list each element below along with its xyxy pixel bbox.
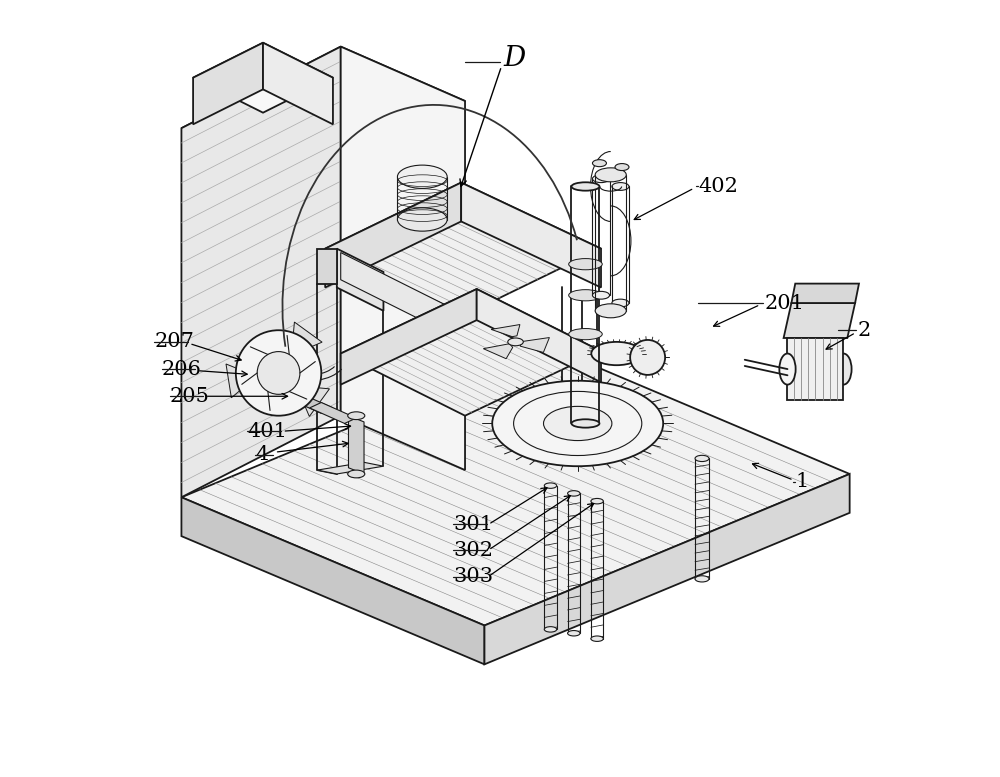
Polygon shape: [181, 346, 850, 625]
Text: 207: 207: [154, 333, 194, 351]
Ellipse shape: [571, 183, 599, 190]
Text: 1: 1: [795, 472, 809, 491]
Ellipse shape: [348, 412, 365, 420]
Polygon shape: [310, 402, 356, 423]
Polygon shape: [341, 253, 465, 342]
Ellipse shape: [492, 381, 663, 466]
Polygon shape: [247, 379, 310, 398]
Ellipse shape: [397, 207, 447, 231]
Text: 401: 401: [247, 422, 287, 441]
Ellipse shape: [544, 483, 557, 489]
Ellipse shape: [612, 299, 629, 307]
Ellipse shape: [569, 290, 602, 301]
Polygon shape: [491, 325, 520, 336]
Text: 402: 402: [698, 177, 738, 196]
Polygon shape: [791, 284, 859, 303]
Text: 201: 201: [764, 294, 804, 312]
Ellipse shape: [612, 183, 629, 190]
Ellipse shape: [595, 168, 626, 182]
Polygon shape: [325, 183, 461, 287]
Ellipse shape: [569, 259, 602, 270]
Polygon shape: [520, 337, 549, 353]
Polygon shape: [787, 338, 843, 400]
Polygon shape: [341, 289, 601, 416]
Polygon shape: [226, 364, 267, 398]
Polygon shape: [193, 43, 333, 113]
Ellipse shape: [348, 470, 365, 478]
Text: D: D: [504, 45, 526, 71]
Text: 302: 302: [453, 541, 493, 559]
Ellipse shape: [615, 164, 629, 170]
Ellipse shape: [592, 159, 606, 166]
Ellipse shape: [595, 304, 626, 318]
Polygon shape: [181, 47, 341, 497]
Polygon shape: [337, 249, 383, 311]
Ellipse shape: [592, 175, 610, 183]
Ellipse shape: [544, 406, 612, 441]
Ellipse shape: [591, 342, 642, 365]
Text: 206: 206: [162, 360, 202, 378]
Polygon shape: [286, 392, 333, 413]
Ellipse shape: [695, 576, 709, 582]
Polygon shape: [317, 249, 337, 284]
Polygon shape: [282, 322, 322, 366]
Polygon shape: [477, 289, 601, 382]
Ellipse shape: [630, 340, 665, 375]
Ellipse shape: [569, 329, 602, 340]
Polygon shape: [341, 47, 465, 470]
Text: 2: 2: [857, 321, 871, 340]
Ellipse shape: [591, 636, 603, 642]
Polygon shape: [181, 47, 465, 183]
Polygon shape: [484, 474, 850, 664]
Circle shape: [257, 351, 300, 395]
Polygon shape: [181, 497, 484, 664]
Ellipse shape: [779, 354, 796, 385]
Polygon shape: [286, 376, 329, 416]
Text: 303: 303: [453, 567, 494, 586]
Ellipse shape: [695, 455, 709, 462]
Text: 205: 205: [170, 387, 210, 406]
Polygon shape: [263, 43, 333, 124]
Polygon shape: [325, 183, 601, 315]
Ellipse shape: [568, 631, 580, 636]
Polygon shape: [341, 289, 477, 385]
Polygon shape: [193, 43, 263, 124]
Polygon shape: [483, 343, 513, 359]
Polygon shape: [348, 416, 364, 474]
Ellipse shape: [508, 338, 523, 346]
Ellipse shape: [592, 291, 610, 299]
Text: 301: 301: [453, 515, 494, 534]
Ellipse shape: [591, 499, 603, 504]
Polygon shape: [784, 303, 855, 338]
Ellipse shape: [835, 354, 852, 385]
Ellipse shape: [544, 626, 557, 632]
Ellipse shape: [571, 420, 599, 427]
Ellipse shape: [397, 166, 447, 189]
Polygon shape: [317, 462, 383, 474]
Text: 4: 4: [255, 445, 268, 464]
Ellipse shape: [568, 491, 580, 496]
Circle shape: [236, 330, 321, 416]
Polygon shape: [461, 183, 601, 287]
